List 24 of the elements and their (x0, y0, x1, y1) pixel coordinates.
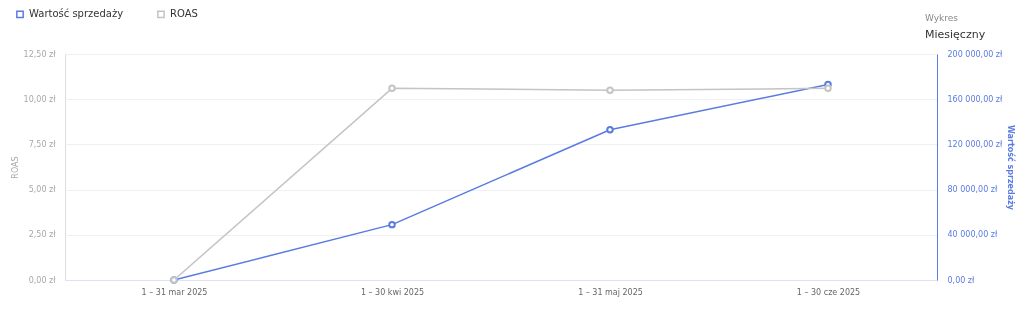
point (388, 220, 396, 229)
y2-tick-label: 160 000,00 zł (947, 94, 1004, 104)
point (606, 125, 614, 134)
y-tick-label: 12,50 zł (23, 49, 57, 59)
y-axis-title: ROAS (10, 156, 20, 179)
legend-label: ROAS (170, 8, 198, 20)
y2-tick-label: 120 000,00 zł (947, 139, 1004, 149)
y-tick-label: 2,50 zł (28, 230, 57, 240)
y-tick-label: 5,00 zł (28, 185, 57, 195)
x-tick-label: 1 – 31 maj 2025 (578, 287, 643, 297)
x-tick-label: 1 – 30 cze 2025 (796, 287, 861, 297)
text: Miesięczny (925, 28, 986, 41)
text: Wykres (925, 13, 959, 23)
y2-tick-label: 80 000,00 zł (947, 185, 998, 195)
y2-axis-title: Wartość sprzedaży (1006, 124, 1017, 211)
y-tick-label: 10,00 zł (23, 94, 57, 104)
x-tick-label: 1 – 31 mar 2025 (141, 287, 208, 297)
y2-tick-label: 40 000,00 zł (947, 230, 998, 240)
x-tick-label: 1 – 30 kwi 2025 (360, 287, 425, 297)
y2-tick-label: 200 000,00 zł (947, 49, 1004, 59)
y-tick-label: 7,50 zł (28, 139, 57, 149)
y2-tick-label: 0,00 zł (947, 275, 976, 285)
y-tick-label: 0,00 zł (28, 275, 57, 285)
legend-label: Wartość sprzedaży (29, 8, 124, 20)
